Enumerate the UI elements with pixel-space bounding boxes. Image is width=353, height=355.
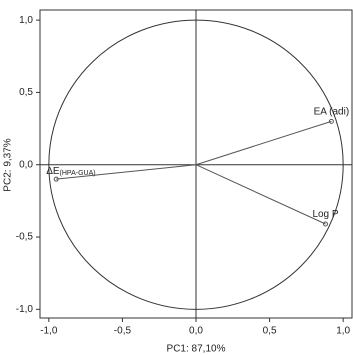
- point-label: EA (adi): [314, 106, 350, 117]
- loading-point: [53, 176, 59, 182]
- point-label-subscript: (HPA-GUA): [60, 170, 96, 177]
- loading-vector: [56, 164, 197, 180]
- point-label: ΔE(HPA-GUA): [46, 166, 95, 177]
- x-tick-label: 1,0: [336, 326, 350, 337]
- y-tick-label: -0,5: [16, 232, 34, 243]
- x-axis-title: PC1: 87,10%: [167, 344, 226, 355]
- y-tick-label: 1,0: [19, 15, 33, 26]
- y-tick-label: -1,0: [16, 304, 34, 315]
- point-label: Log P: [312, 209, 338, 220]
- point-label-main: Log P: [312, 209, 338, 220]
- y-tick-label: 0,5: [19, 87, 33, 98]
- loading-vector: [195, 164, 326, 225]
- x-tick-label: -1,0: [40, 326, 58, 337]
- loading-point: [323, 221, 329, 227]
- x-tick-label: 0,5: [263, 326, 277, 337]
- x-tick-label: 0,0: [189, 326, 203, 337]
- loading-point: [328, 118, 334, 124]
- point-label-main: ΔE: [46, 166, 60, 177]
- loading-vector: [195, 120, 332, 166]
- y-axis-title: PC2: 9,37%: [3, 138, 14, 191]
- y-tick-label: 0,0: [19, 159, 33, 170]
- point-label-main: EA (adi): [314, 106, 350, 117]
- x-tick-label: -0,5: [114, 326, 132, 337]
